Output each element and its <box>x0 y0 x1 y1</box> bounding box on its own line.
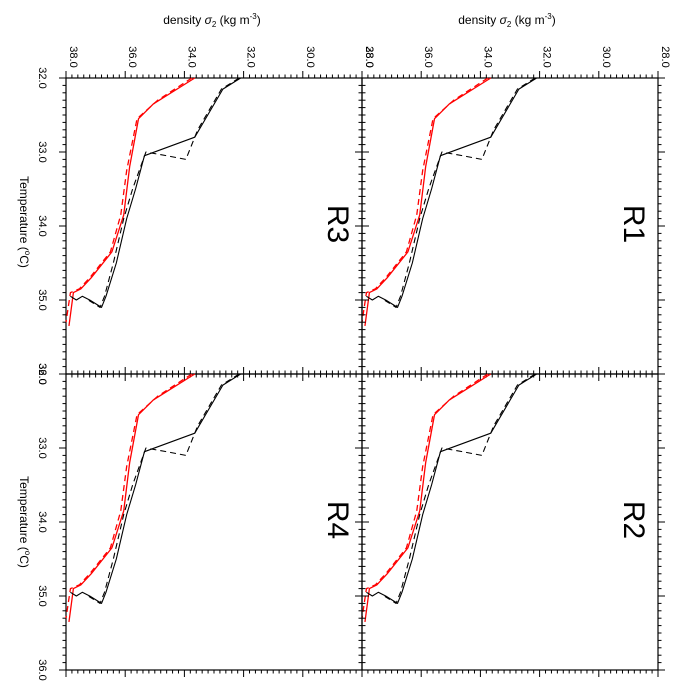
left-axis-tick-label: 34.0 <box>36 215 48 236</box>
top-axis-tick-label: 28.0 <box>659 46 671 67</box>
series-line-black-solid <box>70 77 241 308</box>
series-line-red-solid <box>364 77 492 326</box>
panel-frame <box>361 77 659 375</box>
panel-r1: R1 <box>355 71 665 381</box>
panel-label-r3: R3 <box>321 205 354 243</box>
left-axis-tick-label: 34.0 <box>36 511 48 532</box>
panel-label-r4: R4 <box>321 501 354 539</box>
series-line-red-solid <box>68 77 196 326</box>
top-axis-tick-label: 36.0 <box>126 46 138 67</box>
series-line-black-dashed <box>87 373 240 604</box>
panels-layer: R1 R2 R3 R4 <box>59 71 665 677</box>
panel-label-r2: R2 <box>617 501 650 539</box>
top-axis-tick-label: 30.0 <box>304 46 316 67</box>
left-axis-tick-label: 35.0 <box>36 289 48 310</box>
top-axis-tick-label: 32.0 <box>541 46 553 67</box>
panel-r3: R3 <box>59 71 369 381</box>
panel-frame <box>65 77 363 375</box>
panel-label-r1: R1 <box>617 205 650 243</box>
top-axis-tick-label: 36.0 <box>422 46 434 67</box>
series-line-red-solid <box>68 373 196 622</box>
left-axis-tick-label: 33.0 <box>36 141 48 162</box>
left-axis-tick-label: 32.0 <box>36 67 48 88</box>
top-axis-tick-label: 38.0 <box>363 46 375 67</box>
top-axis-tick-label: 32.0 <box>245 46 257 67</box>
panel-r2: R2 <box>355 367 665 677</box>
panel-r4: R4 <box>59 367 369 677</box>
left-axis-title-bottom: Temperature (oC) <box>17 476 32 568</box>
panel-frame <box>65 373 363 671</box>
series-line-red-dashed <box>65 77 193 323</box>
top-axis-tick-label: 28.0 <box>363 46 375 67</box>
left-axis-tick-label: 36.0 <box>36 659 48 680</box>
series-line-red-dashed <box>361 373 489 619</box>
panel-frame <box>361 373 659 671</box>
left-axis-title-top: Temperature (oC) <box>17 176 32 268</box>
top-axis-title-left: density σ2 (kg m-3) <box>163 12 261 29</box>
series-line-black-solid <box>366 373 537 604</box>
series-line-red-dashed <box>361 77 489 323</box>
series-line-red-dashed <box>65 373 193 619</box>
top-axis-tick-label: 34.0 <box>185 46 197 67</box>
series-line-black-solid <box>366 77 537 308</box>
top-axis-tick-label: 38.0 <box>67 46 79 67</box>
series-line-red-solid <box>364 373 492 622</box>
series-line-black-solid <box>70 373 241 604</box>
series-line-black-dashed <box>383 373 536 604</box>
axis-text-layer: density σ2 (kg m-3) density σ2 (kg m-3) … <box>17 12 671 681</box>
left-axis-tick-label: 32.0 <box>36 363 48 384</box>
left-axis-tick-label: 35.0 <box>36 585 48 606</box>
top-axis-tick-label: 34.0 <box>481 46 493 67</box>
series-line-black-dashed <box>383 77 536 308</box>
series-line-black-dashed <box>87 77 240 308</box>
left-axis-tick-label: 36.0 <box>36 363 48 384</box>
top-axis-title-right: density σ2 (kg m-3) <box>458 12 556 29</box>
left-axis-tick-label: 33.0 <box>36 437 48 458</box>
top-axis-tick-label: 30.0 <box>600 46 612 67</box>
